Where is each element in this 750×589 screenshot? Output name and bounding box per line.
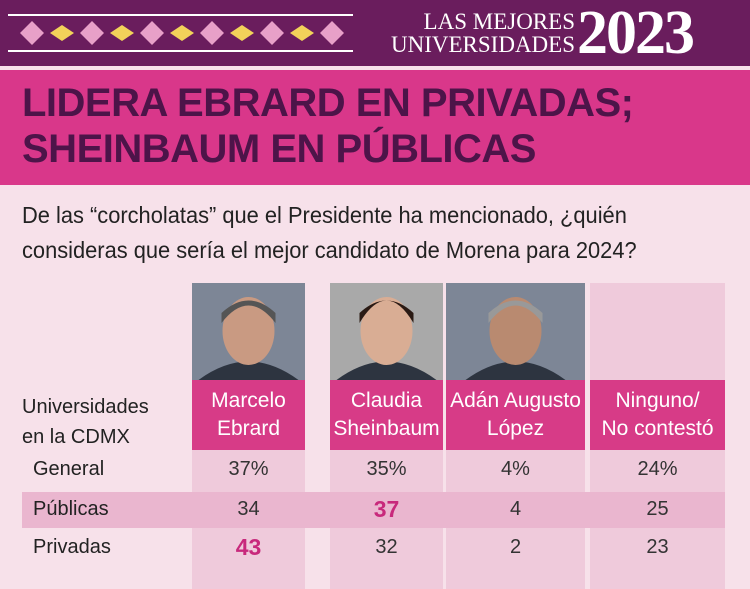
title-band [0,70,750,185]
cell: 37% [228,458,269,480]
series-line: LAS MEJORES [423,9,575,34]
cell: 32 [375,536,398,558]
cell: 37 [373,496,400,522]
column-header-line: Claudia [350,389,423,412]
question-line: De las “corcholatas” que el Presidente h… [22,202,627,228]
cell: 25 [646,498,669,520]
photo [446,283,585,380]
column-header: Claudia Sheinbaum [330,380,443,450]
portrait [192,283,305,380]
column-header-line: Adán Augusto [450,389,581,412]
column-header: Adán Augusto López [446,380,585,450]
corner-line: Universidades [22,396,149,418]
column-header-line: López [486,417,545,440]
corner-line: en la CDMX [22,426,130,448]
row-label: Públicas [33,498,109,520]
row-label: General [33,458,105,480]
column-header: Marcelo Ebrard [192,380,305,450]
column-header-line: Ninguno/ [615,389,700,412]
photo [192,283,305,380]
column-header-line: Marcelo [211,389,286,412]
row-highlight [22,492,725,528]
pattern [8,14,353,52]
column-header-line: Ebrard [216,417,281,440]
cell: 4 [509,498,522,520]
headline-line: LIDERA EBRARD EN PRIVADAS; [22,81,634,125]
cell: 23 [646,536,669,558]
headline-line: SHEINBAUM EN PÚBLICAS [22,127,536,171]
headline: LIDERA EBRARD EN PRIVADAS; SHEINBAUM EN P… [22,80,634,172]
column-header-line: Sheinbaum [333,417,440,440]
portrait [446,283,585,380]
cell: 34 [237,498,260,520]
cell: 4% [501,458,530,480]
cell: 24% [637,458,678,480]
column-header: Ninguno/No contestó [590,380,725,450]
cell: 35% [366,458,407,480]
series-line: UNIVERSIDADES [391,32,575,57]
year: 2023 [577,0,695,67]
row-label: Privadas [33,536,111,558]
photo [330,283,443,380]
cell: 43 [235,534,262,560]
question-line: consideras que sería el mejor candidato … [22,237,637,263]
series-name: LAS MEJORES UNIVERSIDADES [370,10,575,56]
question: De las “corcholatas” que el Presidente h… [22,198,637,268]
corner-label: Universidades en la CDMX [22,392,149,452]
portrait [330,283,443,380]
cell: 2 [509,536,522,558]
top-bar [0,0,750,66]
column-header-line: No contestó [601,417,714,440]
